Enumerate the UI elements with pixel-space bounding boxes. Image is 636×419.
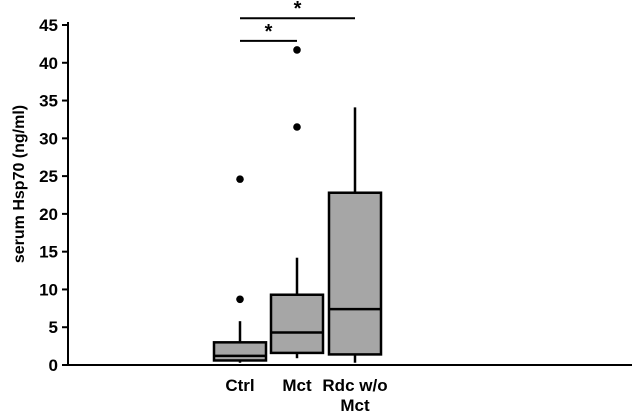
significance-star: * [294,0,302,20]
outlier-point [236,295,244,304]
boxes [212,46,383,363]
y-axis-title: serum Hsp70 (ng/ml) [11,105,28,263]
significance-brackets: ** [240,0,355,43]
axes [67,22,632,366]
outlier-point [236,175,244,183]
y-axis-ticks: 0 5 10 15 20 25 30 35 40 45 [39,16,68,375]
category-label-line: Mct [282,376,312,395]
y-tick-label: 25 [39,167,58,186]
category-label-line: Ctrl [225,376,254,395]
box-iqr [269,293,325,355]
y-tick-label: 30 [39,129,58,148]
box-group [212,175,268,363]
category-labels: Ctrl Mct Rdc w/o Mct [225,376,387,415]
y-tick-label: 15 [39,243,58,262]
category-label: Mct [282,376,312,395]
y-tick-label: 5 [49,318,58,337]
significance-star: * [265,21,273,43]
category-label-line: Mct [340,396,370,415]
y-tick-label: 0 [49,356,58,375]
y-tick-label: 20 [39,205,58,224]
y-tick-label: 35 [39,92,58,111]
outlier-point [293,123,301,131]
box-group [327,107,383,363]
box-group [269,46,325,359]
category-label: Rdc w/o Mct [322,376,387,415]
box-iqr [327,191,383,356]
box-iqr [212,341,268,362]
y-tick-label: 40 [39,54,58,73]
category-label-line: Rdc w/o [322,376,387,395]
outlier-point [293,46,301,54]
y-tick-label: 45 [39,16,58,35]
y-tick-label: 10 [39,280,58,299]
category-label: Ctrl [225,376,254,395]
